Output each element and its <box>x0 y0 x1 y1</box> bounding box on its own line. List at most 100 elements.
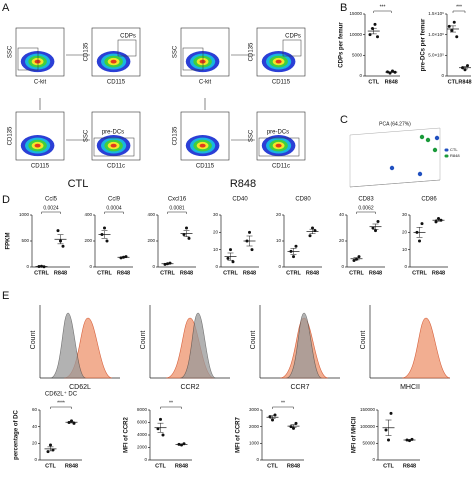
y-tick-label: 100000 <box>360 424 376 429</box>
data-point <box>368 33 372 37</box>
x-tick-label: R848 <box>243 270 256 276</box>
flow-label: CDPs <box>285 34 301 40</box>
legend-swatch <box>444 154 448 158</box>
hist-xlabel: MHCII <box>400 384 420 391</box>
sig-bracket <box>167 211 187 214</box>
sig-bracket <box>356 211 376 214</box>
x-tick-label: CTL <box>45 463 56 469</box>
data-point <box>294 421 298 425</box>
y-tick-label: 400 <box>84 212 92 217</box>
flow-density <box>110 59 117 64</box>
group-label: R848 <box>230 178 256 190</box>
data-point <box>72 421 76 425</box>
data-point <box>159 417 162 421</box>
data-point <box>374 229 377 233</box>
y-tick-label: 10 <box>276 238 282 243</box>
chart-title: Ccl5 <box>45 197 58 203</box>
data-point <box>182 233 186 236</box>
y-tick-label: 20 <box>339 238 345 243</box>
x-tick-label: R848 <box>458 79 471 85</box>
data-point <box>289 249 293 253</box>
hist-ylabel: Count <box>140 331 147 350</box>
data-point <box>124 255 128 259</box>
flow-label: SSC <box>84 129 90 142</box>
data-point <box>61 244 65 248</box>
sig-bracket <box>452 10 466 13</box>
y-tick-label: 30 <box>213 212 219 217</box>
x-tick-label: CTRL <box>34 270 49 276</box>
data-point <box>393 70 397 74</box>
data-point <box>40 264 43 268</box>
data-point <box>271 418 274 422</box>
legend-label: R848 <box>450 153 460 158</box>
error-bar <box>246 235 253 247</box>
chart-title: CD40 <box>232 197 248 203</box>
hist-ylabel: Count <box>30 331 37 350</box>
data-point <box>408 439 411 443</box>
data-point <box>289 425 293 429</box>
flow-label: CD135 <box>84 42 90 61</box>
data-point <box>418 239 421 243</box>
data-point <box>67 421 71 424</box>
y-tick-label: 0 <box>89 264 92 269</box>
data-point <box>387 438 390 442</box>
data-point <box>447 24 451 28</box>
flow-label: CD135 <box>8 126 14 145</box>
data-point <box>229 248 232 252</box>
y-tick-label: 50000 <box>362 441 375 446</box>
x-tick-label: R848 <box>403 463 416 469</box>
chart-title: Cxcl16 <box>168 197 187 203</box>
data-point <box>59 239 62 243</box>
y-tick-label: 60 <box>32 407 38 412</box>
x-tick-label: R848 <box>385 79 398 85</box>
x-tick-label: CTRL <box>349 270 364 276</box>
y-tick-label: 0 <box>359 73 362 78</box>
significance: 0.0081 <box>169 205 185 211</box>
flow-label: pre-DCs <box>267 130 289 136</box>
y-tick-label: 0 <box>26 264 29 269</box>
x-tick-label: CTRL <box>160 270 175 276</box>
significance: 0.0004 <box>106 205 122 211</box>
data-point <box>410 437 414 441</box>
data-point <box>455 35 459 39</box>
flow-label: pre-DCs <box>102 130 124 136</box>
sig-bracket <box>160 406 182 409</box>
y-axis-label: MFI of MHCII <box>352 417 358 454</box>
y-tick-label: 20 <box>213 230 219 235</box>
y-axis-label: MFI of CCR7 <box>236 417 242 453</box>
legend-swatch <box>444 148 448 152</box>
hist-xlabel: CCR7 <box>290 384 309 391</box>
y-tick-label: 20 <box>402 230 408 235</box>
chart-title: CD80 <box>295 197 311 203</box>
gate <box>182 47 204 71</box>
data-point <box>376 35 379 39</box>
flow-label: CD11c <box>272 164 290 170</box>
flow-density <box>199 143 206 148</box>
y-tick-label: 1000 <box>249 441 260 446</box>
y-axis-label: MFI of CCR2 <box>124 417 130 453</box>
x-tick-label: R848 <box>369 270 382 276</box>
data-point <box>463 68 467 72</box>
data-point <box>248 230 251 234</box>
gate <box>282 39 302 57</box>
significance: ** <box>281 400 285 406</box>
y-tick-label: 200 <box>147 238 155 243</box>
data-point <box>386 70 389 74</box>
y-tick-label: 20 <box>276 212 282 217</box>
flow-density <box>34 143 41 148</box>
y-axis-label: percentage of DC <box>14 410 20 460</box>
hist-xlabel: CCR2 <box>180 384 199 391</box>
flow-label: CD135 <box>249 42 255 61</box>
error-bar <box>157 422 164 433</box>
histogram-gray <box>286 312 322 379</box>
y-tick-label: 2000 <box>249 424 260 429</box>
flow-label: CDPs <box>120 34 136 40</box>
sig-bracket <box>50 406 72 409</box>
x-tick-label: CTL <box>448 79 459 85</box>
y-tick-label: 10000 <box>349 32 362 37</box>
y-tick-label: 0 <box>441 73 444 78</box>
chart-title: Ccl9 <box>108 197 121 203</box>
x-tick-label: R848 <box>117 270 130 276</box>
error-bar <box>227 252 234 261</box>
flow-density <box>199 59 206 64</box>
